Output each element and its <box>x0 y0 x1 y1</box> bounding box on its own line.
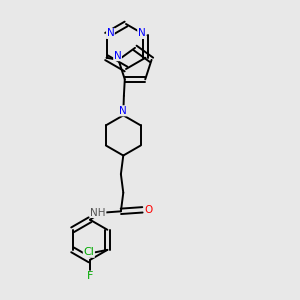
Text: Cl: Cl <box>83 247 94 257</box>
Text: NH: NH <box>90 208 106 218</box>
Text: N: N <box>106 28 114 38</box>
Text: F: F <box>87 271 93 281</box>
Text: O: O <box>144 205 153 215</box>
Text: N: N <box>119 106 127 116</box>
Text: N: N <box>114 51 122 61</box>
Text: N: N <box>138 28 146 38</box>
